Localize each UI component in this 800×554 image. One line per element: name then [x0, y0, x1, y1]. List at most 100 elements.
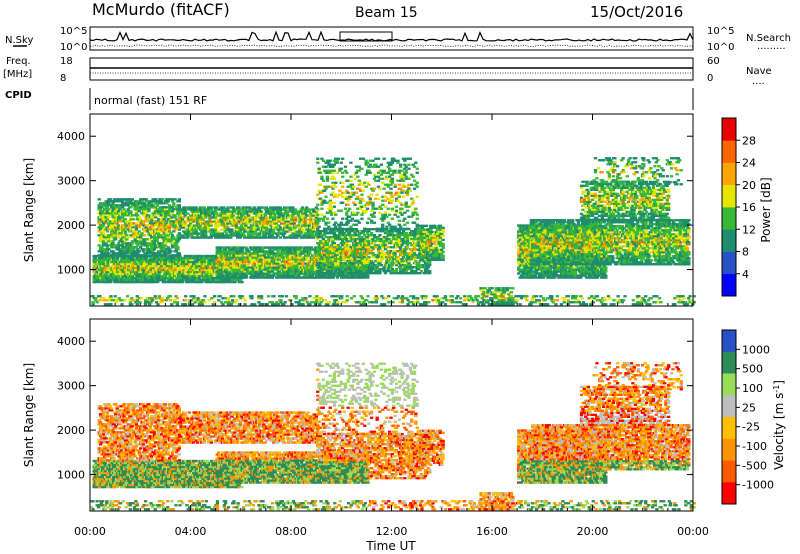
nave-dots: .... [752, 76, 765, 87]
power-cell [104, 242, 107, 244]
power-cell [178, 267, 181, 269]
power-cell [145, 212, 148, 214]
freq-bottom-label: 8 [60, 73, 66, 84]
power-cell [102, 240, 105, 242]
power-cell [147, 208, 150, 210]
power-cell [102, 224, 105, 226]
power-cell [149, 230, 152, 232]
power-cell [203, 259, 206, 261]
noise-traces [90, 32, 693, 47]
power-cell [145, 198, 148, 200]
power-cell [107, 208, 110, 210]
power-cell [150, 218, 153, 220]
power-cell [111, 224, 114, 226]
power-cell [117, 236, 120, 238]
power-cell [198, 277, 201, 279]
power-cell [146, 224, 149, 226]
power-cell [138, 230, 141, 232]
power-cell [117, 242, 120, 244]
power-cell [143, 202, 146, 204]
power-cell [193, 269, 196, 271]
power-heatmap [90, 157, 696, 305]
power-cell [128, 220, 131, 222]
power-cell [143, 240, 146, 242]
power-cell [116, 222, 119, 224]
power-cell [240, 281, 243, 283]
power-cell [106, 218, 109, 220]
power-cell [121, 200, 124, 202]
power-cell [149, 238, 152, 240]
power-cell [138, 210, 141, 212]
power-cell [195, 273, 198, 275]
power-cell [116, 257, 119, 259]
power-cell [109, 281, 112, 283]
power-cell [132, 218, 135, 220]
radar-summary-plot: McMurdo (fitACF) Beam 15 15/Oct/2016 N.S… [0, 0, 800, 554]
power-cell [99, 228, 102, 230]
power-cell [156, 281, 159, 283]
power-cell [185, 267, 188, 269]
beam-title: Beam 15 [355, 5, 418, 21]
power-cell [100, 238, 103, 240]
power-cell [117, 230, 120, 232]
power-cell [151, 250, 154, 252]
nave-bottom-label: 0 [707, 73, 713, 84]
power-cell [146, 246, 149, 248]
power-cell [135, 246, 138, 248]
power-cell [116, 259, 119, 261]
power-cell [100, 226, 103, 228]
freq-label: Freq. [6, 56, 31, 67]
power-cell [127, 208, 130, 210]
power-cell [98, 244, 101, 246]
power-cell [147, 214, 150, 216]
power-cell [134, 238, 137, 240]
power-cell [129, 200, 132, 202]
nsearch-trace [90, 44, 693, 47]
power-cell [132, 248, 135, 250]
nsky-label: N.Sky [5, 35, 33, 46]
freq-panel-frame [90, 58, 693, 80]
power-cell [94, 257, 97, 259]
power-cell [135, 228, 138, 230]
power-cell [129, 228, 132, 230]
power-cell [129, 212, 132, 214]
power-cell [136, 248, 139, 250]
power-cell [122, 228, 125, 230]
power-cell [234, 281, 237, 283]
power-cell [135, 212, 138, 214]
power-cell [210, 275, 213, 277]
power-cell [163, 279, 166, 281]
cpid-label: CPID [5, 90, 32, 101]
power-cell [121, 216, 124, 218]
power-cell [181, 281, 184, 283]
power-cell [117, 224, 120, 226]
power-cell [124, 240, 127, 242]
power-cell [118, 218, 121, 220]
power-cell [124, 218, 127, 220]
freq-traces [90, 68, 693, 73]
power-cell [105, 273, 108, 275]
power-cell [189, 259, 192, 261]
power-cell [147, 210, 150, 212]
power-cell [102, 232, 105, 234]
power-cell [117, 246, 120, 248]
power-cell [121, 244, 124, 246]
power-cell [109, 198, 112, 200]
power-cell [106, 263, 109, 265]
power-cell [129, 206, 132, 208]
power-cell [135, 222, 138, 224]
power-cell [145, 254, 148, 256]
power-cell [107, 248, 110, 250]
power-cell [200, 281, 203, 283]
freq-top-label: 18 [60, 56, 73, 67]
power-cell [139, 218, 142, 220]
freq-unit: [MHz] [3, 69, 32, 80]
power-cell [131, 242, 134, 244]
power-cell [127, 214, 130, 216]
power-cell [107, 202, 110, 204]
cpid-text: normal (fast) 151 RF [94, 94, 207, 107]
power-cell [111, 250, 114, 252]
power-cell [129, 244, 132, 246]
power-cell [138, 250, 141, 252]
power-cell [100, 246, 103, 248]
